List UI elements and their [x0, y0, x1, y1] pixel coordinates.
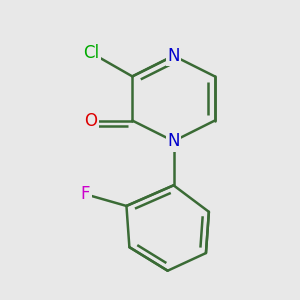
Text: Cl: Cl [83, 44, 99, 62]
Text: F: F [80, 185, 90, 203]
Text: N: N [167, 132, 180, 150]
Text: O: O [85, 112, 98, 130]
Text: N: N [167, 47, 180, 65]
